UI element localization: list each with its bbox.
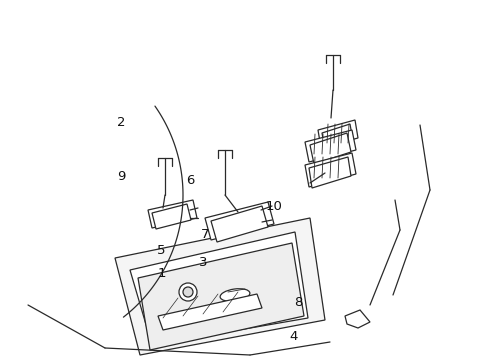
Text: 1: 1 [157,267,165,280]
Text: 7: 7 [201,228,209,240]
Circle shape [179,283,197,301]
Polygon shape [158,294,262,330]
Text: 2: 2 [117,116,125,129]
Polygon shape [115,218,325,355]
Text: 4: 4 [288,330,297,343]
Text: 8: 8 [293,296,302,309]
Polygon shape [309,133,350,164]
Polygon shape [138,243,304,350]
Polygon shape [152,204,191,229]
Polygon shape [148,200,197,228]
Polygon shape [130,232,307,345]
Text: 5: 5 [157,244,165,257]
Polygon shape [305,130,355,162]
Text: 9: 9 [117,170,125,183]
Polygon shape [305,153,355,187]
Polygon shape [321,124,352,150]
Polygon shape [210,206,267,242]
Circle shape [183,287,193,297]
Polygon shape [204,202,273,240]
Text: 3: 3 [198,256,207,269]
Polygon shape [317,120,357,148]
Ellipse shape [220,289,249,301]
Text: 10: 10 [265,201,282,213]
Polygon shape [308,157,350,188]
Text: 6: 6 [186,174,195,186]
Polygon shape [345,310,369,328]
